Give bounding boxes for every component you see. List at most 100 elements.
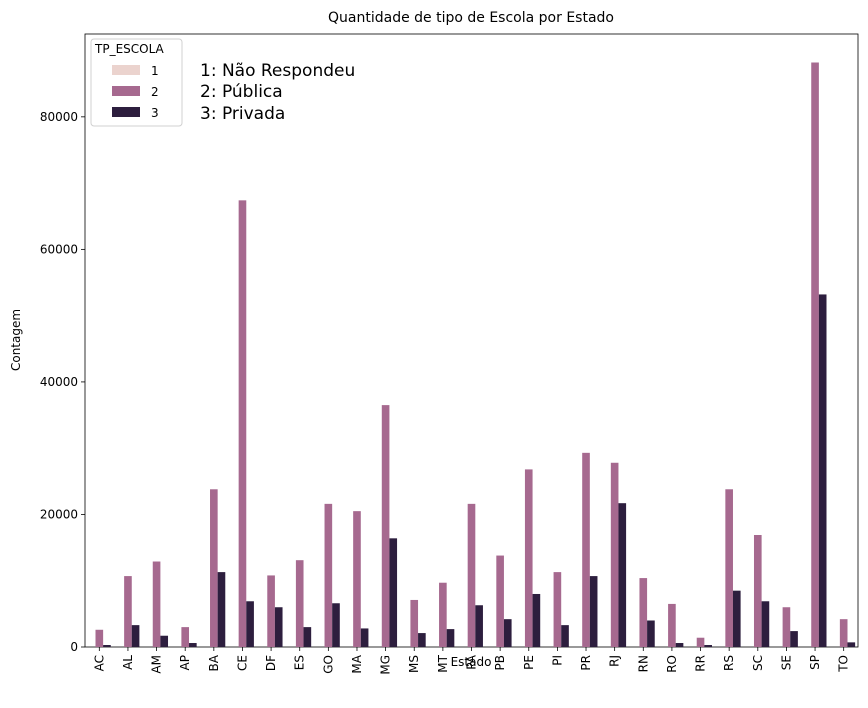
bar-df-series-3 [274,607,283,647]
bar-al-series-2 [124,576,132,647]
bar-pi-series-3 [561,625,569,647]
bar-go-series-2 [324,503,333,647]
x-tick-label-pi: PI [550,655,564,666]
x-tick-label-es: ES [293,655,307,670]
bar-pe-series-3 [532,593,541,647]
chart-title: Quantidade de tipo de Escola por Estado [328,10,614,26]
bar-pr-series-3 [589,576,598,647]
bar-rn-series-3 [647,620,655,647]
bar-pa-series-2 [467,503,476,647]
bar-to-series-3 [847,642,856,647]
legend-title: TP_ESCOLA [94,42,165,56]
bar-pi-series-2 [553,572,562,647]
x-tick-label-rr: RR [694,655,708,672]
x-tick-label-to: TO [837,655,851,673]
bar-rn-series-2 [639,578,648,647]
x-tick-label-mt: MT [436,654,450,672]
legend: TP_ESCOLA 1 2 3 [90,38,183,127]
x-tick-label-ro: RO [665,655,679,673]
x-tick-label-pe: PE [522,655,536,670]
bar-pb-series-3 [503,619,512,647]
bar-ma-series-2 [353,511,361,647]
bar-am-series-3 [160,635,169,647]
bar-ma-series-3 [360,628,369,647]
x-tick-label-se: SE [779,655,793,670]
bar-es-series-3 [303,627,312,647]
x-axis: AC AL AM AP BA CE DF ES GO MA MG MS MT PA PB PE PI PR RJ RN… [92,647,851,675]
x-tick-label-rj: RJ [608,655,622,667]
bar-pa-series-3 [475,605,483,647]
bar-mt-series-3 [446,629,455,647]
x-tick-label-ms: MS [407,655,421,673]
bar-to-series-2 [839,619,848,647]
x-tick-label-sc: SC [751,655,765,671]
bar-rs-series-3 [732,590,741,647]
x-tick-label-ap: AP [178,655,192,670]
annotation-1: 1: Não Respondeu [200,61,355,81]
bar-ac-series-3 [103,645,111,647]
bar-mg-series-3 [389,538,398,647]
bar-pe-series-2 [524,469,533,647]
x-tick-label-pr: PR [579,655,593,671]
y-axis-title: Contagem [9,309,23,371]
legend-box [90,38,183,127]
y-axis: 0 20000 40000 60000 80000 [40,110,85,654]
bar-am-series-2 [152,561,161,647]
annotation-3: 3: Privada [200,104,285,124]
bars-group [95,62,856,647]
bar-sc-series-3 [761,601,770,647]
x-tick-label-df: DF [264,655,278,671]
bar-ap-series-2 [181,627,190,647]
bar-ba-series-3 [217,572,226,647]
bar-mg-series-2 [381,405,390,647]
x-tick-label-al: AL [121,655,135,670]
y-tick-label-0: 0 [70,640,78,654]
x-axis-title: Estado [451,655,492,669]
bar-rr-series-2 [696,637,705,647]
legend-swatch-1 [112,65,140,75]
bar-ce-series-2 [238,200,247,647]
bar-se-series-3 [790,631,798,647]
bar-go-series-3 [332,603,340,647]
legend-label-2: 2 [151,85,159,99]
y-tick-label-60000: 60000 [40,242,78,256]
bar-sp-series-3 [818,294,827,647]
bar-sc-series-2 [753,535,762,647]
bar-df-series-2 [267,575,275,647]
bar-rj-series-2 [610,462,619,647]
x-tick-label-ce: CE [235,655,249,671]
bar-ac-series-2 [95,629,104,647]
legend-swatch-2 [112,86,140,96]
x-tick-label-rn: RN [636,655,650,672]
y-tick-label-20000: 20000 [40,507,78,521]
x-tick-label-am: AM [150,655,164,674]
x-tick-label-go: GO [321,655,335,674]
bar-es-series-2 [295,560,304,647]
y-tick-label-40000: 40000 [40,375,78,389]
bar-rj-series-3 [618,503,627,647]
bar-ro-series-2 [668,603,676,647]
annotation-2: 2: Pública [200,82,283,102]
x-tick-label-pa: PA [465,654,479,669]
bar-ba-series-2 [210,489,218,647]
legend-label-3: 3 [151,106,159,120]
y-tick-label-80000: 80000 [40,110,78,124]
x-tick-label-pb: PB [493,655,507,670]
bar-rr-series-3 [704,645,712,647]
bar-rs-series-2 [725,489,733,647]
x-tick-label-mg: MG [379,655,393,675]
bar-ap-series-3 [189,643,197,647]
x-tick-label-sp: SP [808,655,822,670]
x-tick-label-ac: AC [92,655,106,671]
bar-pb-series-2 [496,555,504,647]
bar-pr-series-2 [582,452,590,647]
bar-ms-series-2 [410,599,419,647]
bar-ce-series-3 [246,601,254,647]
x-tick-label-ma: MA [350,654,364,673]
bar-ro-series-3 [675,643,684,647]
x-tick-label-ba: BA [207,654,221,671]
bar-al-series-3 [131,625,140,647]
bar-se-series-2 [782,607,791,647]
legend-label-1: 1 [151,64,159,78]
